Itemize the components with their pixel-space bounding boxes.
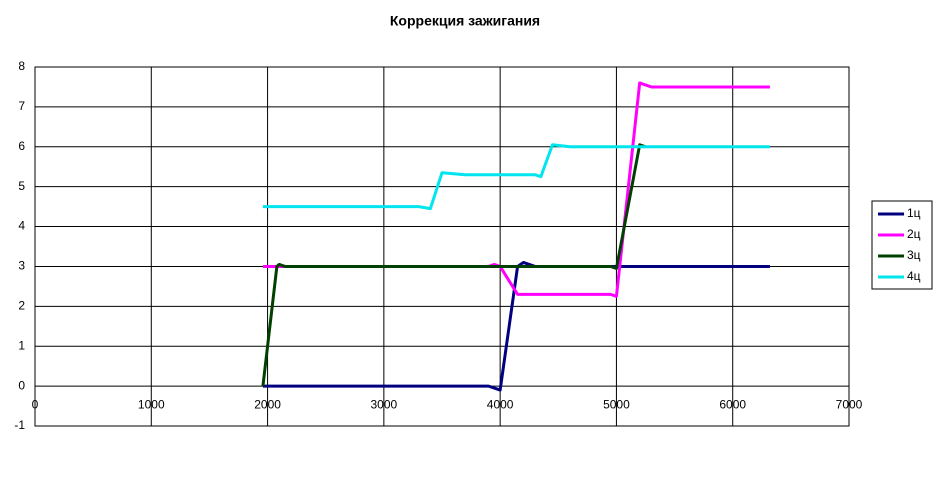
legend-label: 4ц [907, 269, 921, 283]
line [262, 143, 770, 211]
y-tick-label: 1 [18, 338, 25, 352]
x-tick-label: 5000 [603, 397, 630, 411]
x-tick-label: 3000 [371, 397, 398, 411]
line [261, 143, 646, 387]
y-tick-label: 4 [18, 219, 25, 233]
x-tick-label: 0 [32, 397, 39, 411]
y-tick-label: 5 [18, 179, 25, 193]
y-tick-label: 0 [18, 378, 25, 392]
x-tick-label: 7000 [836, 397, 863, 411]
y-tick-label: 2 [18, 299, 25, 313]
chart-title: Коррекция зажигания [390, 13, 540, 29]
legend-box [871, 200, 933, 290]
x-tick-label: 4000 [487, 397, 514, 411]
legend-label: 3ц [907, 248, 921, 262]
y-tick-label: -1 [14, 418, 25, 432]
legend-label: 2ц [907, 227, 921, 241]
y-tick-label: 7 [18, 99, 25, 113]
y-tick-label: 8 [18, 59, 25, 73]
x-tick-label: 6000 [719, 397, 746, 411]
y-tick-label: 6 [18, 139, 25, 153]
x-tick-label: 1000 [138, 397, 165, 411]
y-tick-label: 3 [18, 259, 25, 273]
plot-area [34, 66, 850, 427]
x-tick-label: 2000 [254, 397, 281, 411]
legend-label: 1ц [907, 206, 921, 220]
